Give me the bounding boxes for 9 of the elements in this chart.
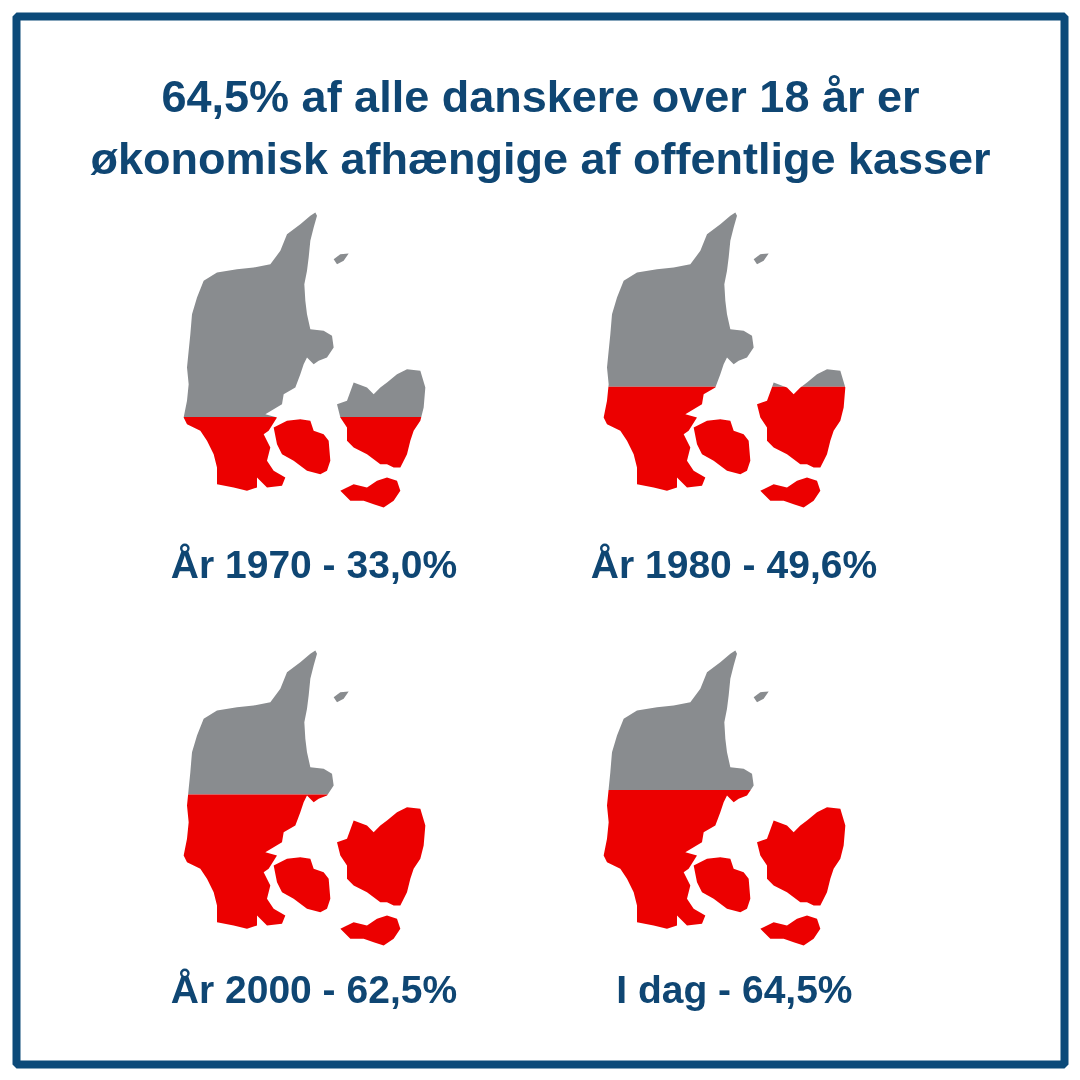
category-label: År 1970 - <box>170 543 336 586</box>
data-label: 64,5% <box>741 968 853 1011</box>
data-label: 62,5% <box>346 968 458 1011</box>
data-label: 49,6% <box>766 543 878 586</box>
category-label: År 1980 - <box>590 543 756 586</box>
data-label: 33,0% <box>346 543 458 586</box>
category-label: År 2000 - <box>170 968 336 1011</box>
category-label: I dag - <box>616 968 732 1011</box>
text: 64,5% af alle danskere over 18 år er økonomisk afhængige af offentlige kasser <box>90 71 991 184</box>
